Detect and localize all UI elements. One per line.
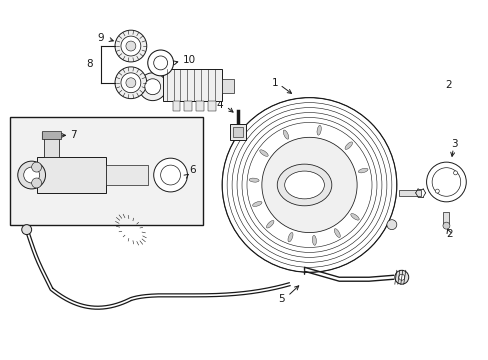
Circle shape bbox=[262, 137, 356, 233]
Circle shape bbox=[32, 178, 41, 188]
Bar bbox=[172, 100, 180, 111]
Circle shape bbox=[147, 50, 173, 76]
Ellipse shape bbox=[316, 125, 321, 135]
Ellipse shape bbox=[284, 171, 324, 199]
Ellipse shape bbox=[252, 202, 262, 207]
Text: 10: 10 bbox=[182, 55, 195, 65]
Text: 7: 7 bbox=[70, 130, 77, 140]
Bar bbox=[233, 127, 243, 137]
Circle shape bbox=[434, 189, 438, 193]
Circle shape bbox=[153, 158, 187, 192]
Bar bbox=[43, 137, 60, 157]
Circle shape bbox=[442, 222, 449, 229]
Bar bbox=[196, 100, 204, 111]
Circle shape bbox=[453, 171, 457, 175]
Circle shape bbox=[121, 36, 141, 56]
Text: 2: 2 bbox=[444, 80, 451, 90]
Ellipse shape bbox=[266, 220, 273, 228]
Text: 3: 3 bbox=[450, 139, 457, 149]
Circle shape bbox=[426, 162, 466, 202]
Circle shape bbox=[115, 67, 146, 99]
Text: 2: 2 bbox=[445, 229, 452, 239]
Text: 1: 1 bbox=[271, 78, 278, 88]
Text: 4: 4 bbox=[217, 100, 223, 109]
Text: 6: 6 bbox=[189, 165, 195, 175]
Circle shape bbox=[394, 270, 408, 284]
Bar bbox=[443, 212, 448, 224]
Circle shape bbox=[144, 79, 161, 95]
Bar bbox=[222, 79, 234, 93]
Circle shape bbox=[139, 73, 166, 100]
Circle shape bbox=[121, 73, 141, 93]
Bar bbox=[208, 100, 216, 111]
Bar bbox=[37, 157, 106, 193]
Ellipse shape bbox=[334, 229, 340, 238]
Circle shape bbox=[115, 30, 146, 62]
Bar bbox=[184, 100, 192, 111]
Circle shape bbox=[18, 161, 45, 189]
Bar bbox=[230, 125, 245, 140]
Circle shape bbox=[32, 162, 41, 172]
Circle shape bbox=[386, 220, 396, 230]
Bar bbox=[41, 131, 61, 139]
Ellipse shape bbox=[259, 150, 267, 156]
Circle shape bbox=[126, 41, 136, 51]
Text: 5: 5 bbox=[278, 294, 285, 304]
Circle shape bbox=[153, 56, 167, 70]
Bar bbox=[10, 117, 203, 225]
Circle shape bbox=[431, 168, 460, 196]
Ellipse shape bbox=[312, 235, 316, 245]
Ellipse shape bbox=[287, 233, 292, 242]
Text: 8: 8 bbox=[86, 59, 92, 69]
Bar bbox=[106, 165, 147, 185]
Bar bbox=[398, 190, 420, 196]
Circle shape bbox=[398, 274, 404, 280]
Bar bbox=[163, 69, 222, 100]
Text: 9: 9 bbox=[98, 33, 104, 43]
Ellipse shape bbox=[277, 164, 331, 206]
Circle shape bbox=[222, 98, 396, 272]
Circle shape bbox=[126, 78, 136, 88]
Ellipse shape bbox=[358, 168, 367, 173]
Circle shape bbox=[24, 167, 40, 183]
Circle shape bbox=[21, 225, 32, 235]
Circle shape bbox=[161, 165, 180, 185]
Ellipse shape bbox=[249, 178, 259, 182]
Ellipse shape bbox=[350, 213, 359, 220]
Ellipse shape bbox=[283, 130, 288, 139]
Ellipse shape bbox=[345, 142, 352, 149]
